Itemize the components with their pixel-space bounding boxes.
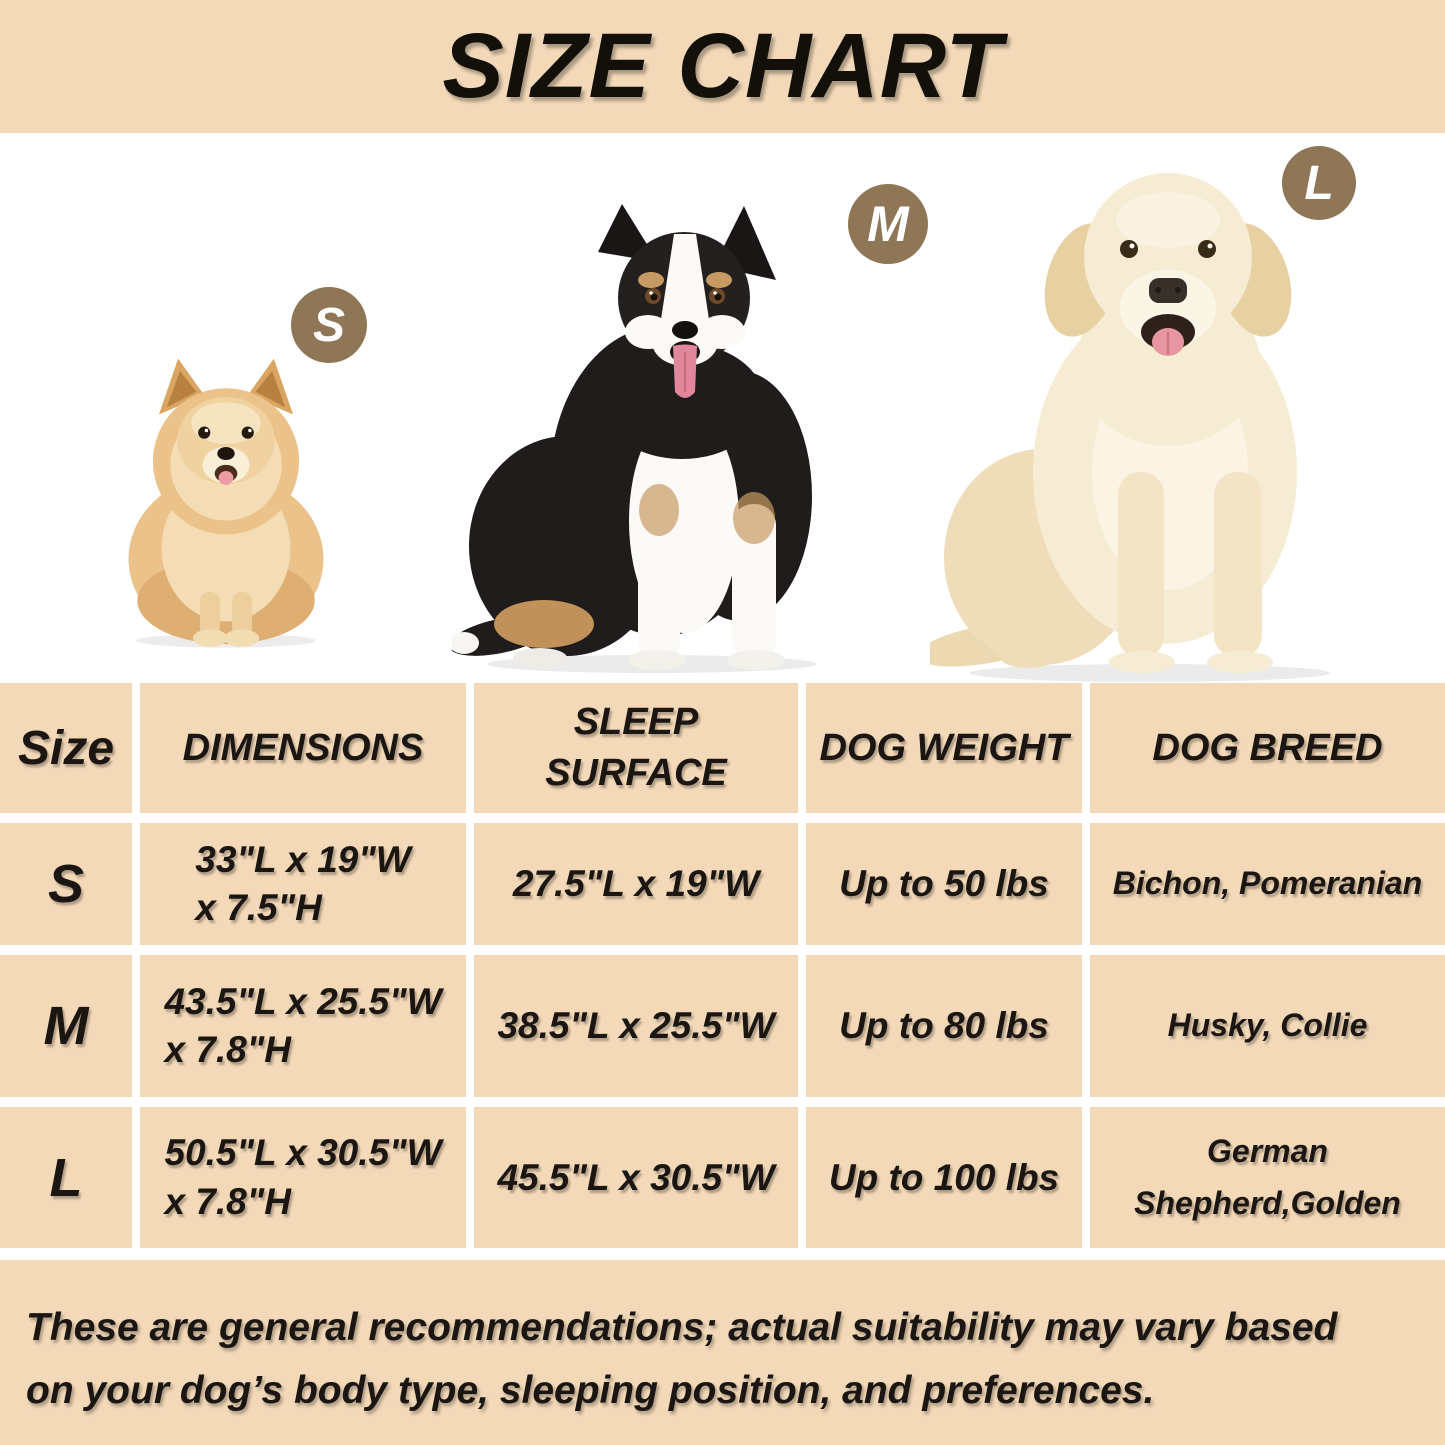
size-badge-l: L [1282,146,1356,220]
row-s-sleep-surface-cell: 27.5"L x 19"W [474,823,798,945]
golden-retriever-photo [930,173,1330,682]
size-table: Size DIMENSIONS SLEEP SURFACE DOG WEIGHT… [0,683,1445,1248]
table-header-dimensions: DIMENSIONS [140,683,466,813]
row-m-dimensions-cell: 43.5"L x 25.5"W x 7.8"H [140,955,466,1097]
row-l-dog-breed-cell: German Shepherd,Golden [1090,1107,1445,1248]
row-l-sleep-surface-cell: 45.5"L x 30.5"W [474,1107,798,1248]
row-s-size-cell: S [0,823,132,945]
border-collie-photo [452,204,817,673]
size-badge-m-label: M [867,196,909,252]
size-badge-s: S [291,287,367,363]
row-s-dog-weight-cell: Up to 50 lbs [806,823,1082,945]
row-m-sleep-surface-cell: 38.5"L x 25.5"W [474,955,798,1097]
row-l-dog-weight-cell: Up to 100 lbs [806,1107,1082,1248]
row-s-dimensions-cell: 33"L x 19"W x 7.5"H [140,823,466,945]
dogs-illustration-area: S M L [0,133,1445,683]
table-header-size: Size [0,683,132,813]
table-header-dog-breed: DOG BREED [1090,683,1445,813]
pomeranian-photo [128,358,324,648]
size-badge-m: M [848,184,928,264]
row-l-size-cell: L [0,1107,132,1248]
page-title: SIZE CHART [442,15,1003,117]
size-badge-l-label: L [1304,156,1334,210]
row-l-dimensions-cell: 50.5"L x 30.5"W x 7.8"H [140,1107,466,1248]
size-badge-s-label: S [312,298,345,352]
row-m-size-cell: M [0,955,132,1097]
disclaimer-line-1: These are general recommendations; actua… [26,1306,1338,1349]
disclaimer-note: These are general recommendations; actua… [0,1260,1445,1445]
row-m-dog-breed-cell: Husky, Collie [1090,955,1445,1097]
row-s-dog-breed-cell: Bichon, Pomeranian [1090,823,1445,945]
row-m-dog-weight-cell: Up to 80 lbs [806,955,1082,1097]
table-header-sleep-surface: SLEEP SURFACE [474,683,798,813]
table-header-dog-weight: DOG WEIGHT [806,683,1082,813]
disclaimer-line-2: on your dog’s body type, sleeping positi… [26,1369,1155,1413]
title-banner: SIZE CHART [0,0,1445,133]
